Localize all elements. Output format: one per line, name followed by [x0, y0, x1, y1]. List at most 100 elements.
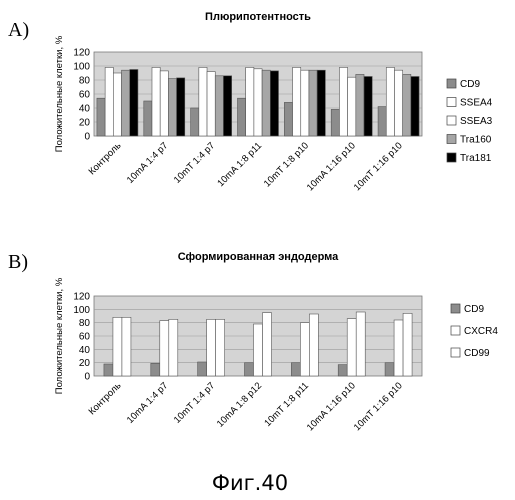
- chart-definitive-endoderm: B)Сформированная эндодерма02040608010012…: [8, 251, 498, 433]
- bar-cd9: [97, 98, 105, 136]
- y-tick-label: 60: [79, 90, 91, 101]
- figure-caption: Фиг.40: [212, 471, 288, 495]
- bar-cd99: [216, 319, 225, 376]
- bar-tra181: [270, 71, 278, 136]
- y-axis-label: Положительные клетки, %: [54, 35, 65, 152]
- bar-ssea4: [105, 67, 113, 136]
- x-tick-label: 10mA 1:4 p7: [125, 380, 171, 426]
- x-tick-label: 10mA 1:8 p12: [215, 380, 264, 429]
- bar-cd9: [291, 363, 300, 376]
- bar-cd9: [198, 362, 207, 376]
- legend-entry: CD99: [464, 348, 490, 359]
- bar-cd99: [403, 313, 412, 376]
- bar-tra181: [364, 77, 372, 137]
- x-tick-label: 10mT 1:4 p7: [172, 140, 217, 185]
- x-tick-label: 10mT 1:8 p10: [262, 140, 311, 189]
- bar-ssea3: [160, 71, 168, 136]
- bar-tra160: [262, 70, 270, 136]
- x-tick-label: 10mT 1:16 p10: [352, 140, 405, 193]
- x-tick-label: 10mA 1:16 p10: [305, 380, 358, 433]
- y-tick-label: 20: [79, 358, 91, 369]
- bar-ssea4: [339, 67, 347, 136]
- bar-cd99: [169, 319, 178, 376]
- bar-cd9: [191, 108, 199, 136]
- bar-tra160: [168, 79, 176, 136]
- legend-entry: CXCR4: [464, 326, 498, 337]
- bar-tra160: [215, 76, 223, 136]
- bar-tra160: [309, 70, 317, 136]
- x-tick-label: 10mA 1:4 p7: [125, 140, 171, 186]
- legend-entry: CD9: [464, 304, 484, 315]
- y-tick-label: 100: [73, 305, 90, 316]
- bar-cxcr4: [207, 319, 216, 376]
- bar-ssea3: [301, 70, 309, 136]
- bar-tra181: [317, 70, 325, 136]
- bar-cxcr4: [394, 320, 403, 376]
- y-tick-label: 40: [79, 345, 91, 356]
- y-tick-label: 60: [79, 332, 91, 343]
- legend-entry: Tra160: [460, 135, 492, 146]
- x-tick-label: 10mA 1:8 p11: [215, 140, 264, 189]
- legend-entry: Tra181: [460, 153, 492, 164]
- y-tick-label: 120: [73, 292, 90, 303]
- bar-ssea3: [394, 70, 402, 136]
- chart-pluripotency: A)Плюрипотентность020406080100120Положит…: [8, 11, 493, 193]
- y-axis-label: Положительные клетки, %: [54, 277, 65, 394]
- bar-tra160: [403, 74, 411, 136]
- x-tick-label: 10mT 1:8 p11: [262, 380, 311, 429]
- bar-ssea3: [254, 69, 262, 136]
- legend-entry: SSEA3: [460, 116, 493, 127]
- legend-swatch: [447, 79, 456, 88]
- bar-ssea4: [293, 67, 301, 136]
- bar-cxcr4: [347, 319, 356, 376]
- bar-tra160: [356, 74, 364, 136]
- bar-ssea4: [152, 67, 160, 136]
- legend-swatch: [447, 135, 456, 144]
- legend-swatch: [447, 98, 456, 107]
- y-tick-label: 0: [84, 372, 90, 383]
- bar-ssea4: [246, 67, 254, 136]
- x-tick-label: 10mA 1:16 p10: [305, 140, 358, 193]
- bar-cd9: [338, 365, 347, 376]
- legend-swatch: [451, 304, 460, 313]
- bar-tra160: [122, 70, 130, 136]
- bar-cd9: [144, 101, 152, 136]
- bar-tra181: [177, 78, 185, 136]
- bar-ssea4: [386, 67, 394, 136]
- bar-cd9: [245, 363, 254, 376]
- bar-tra181: [130, 70, 138, 137]
- legend-swatch: [447, 116, 456, 125]
- y-tick-label: 100: [73, 62, 90, 73]
- bar-cd9: [331, 109, 339, 136]
- legend-entry: SSEA4: [460, 98, 493, 109]
- bar-cd9: [385, 363, 394, 376]
- legend-entry: CD9: [460, 79, 480, 90]
- legend-swatch: [451, 326, 460, 335]
- panel-label: A): [8, 19, 29, 41]
- bar-cd99: [356, 312, 365, 376]
- bar-ssea3: [348, 77, 356, 136]
- bar-cxcr4: [160, 321, 169, 376]
- bar-ssea3: [207, 72, 215, 136]
- x-tick-label: 10mT 1:16 p10: [352, 380, 405, 433]
- bar-ssea4: [199, 67, 207, 136]
- bar-cd9: [284, 102, 292, 136]
- x-tick-label: 10mT 1:4 p7: [172, 380, 217, 425]
- bar-cxcr4: [254, 324, 263, 376]
- bar-tra181: [411, 77, 419, 137]
- bar-cd99: [122, 317, 131, 376]
- chart-title: Плюрипотентность: [205, 11, 311, 23]
- bar-cd9: [378, 107, 386, 136]
- bar-ssea3: [113, 73, 121, 136]
- bar-cd99: [309, 314, 318, 376]
- y-tick-label: 80: [79, 318, 91, 329]
- chart-title: Сформированная эндодерма: [178, 251, 339, 263]
- bar-tra181: [223, 76, 231, 136]
- y-tick-label: 40: [79, 104, 91, 115]
- bar-cxcr4: [113, 317, 122, 376]
- y-tick-label: 0: [84, 132, 90, 143]
- x-tick-label: Контроль: [87, 380, 124, 417]
- legend-swatch: [451, 348, 460, 357]
- y-tick-label: 80: [79, 76, 91, 87]
